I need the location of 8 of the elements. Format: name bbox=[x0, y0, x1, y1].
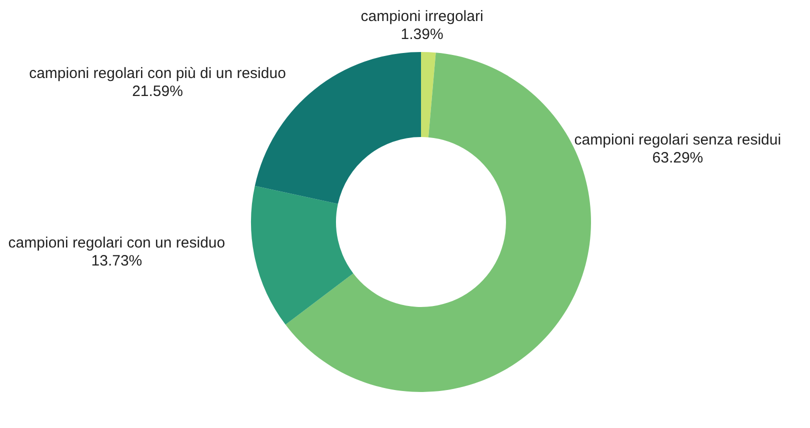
data-label: 13.73% bbox=[91, 252, 142, 270]
slice-label: campioni regolari con più di un residuo bbox=[29, 65, 286, 82]
data-label: 1.39% bbox=[400, 26, 444, 44]
data-label: 63.29% bbox=[652, 150, 704, 167]
slice-label: campioni regolari senza residui bbox=[574, 132, 782, 149]
slice-label: campioni irregolari bbox=[360, 8, 484, 26]
data-label: 21.59% bbox=[132, 83, 183, 100]
slice-label: campioni regolari con un residuo bbox=[8, 234, 226, 252]
